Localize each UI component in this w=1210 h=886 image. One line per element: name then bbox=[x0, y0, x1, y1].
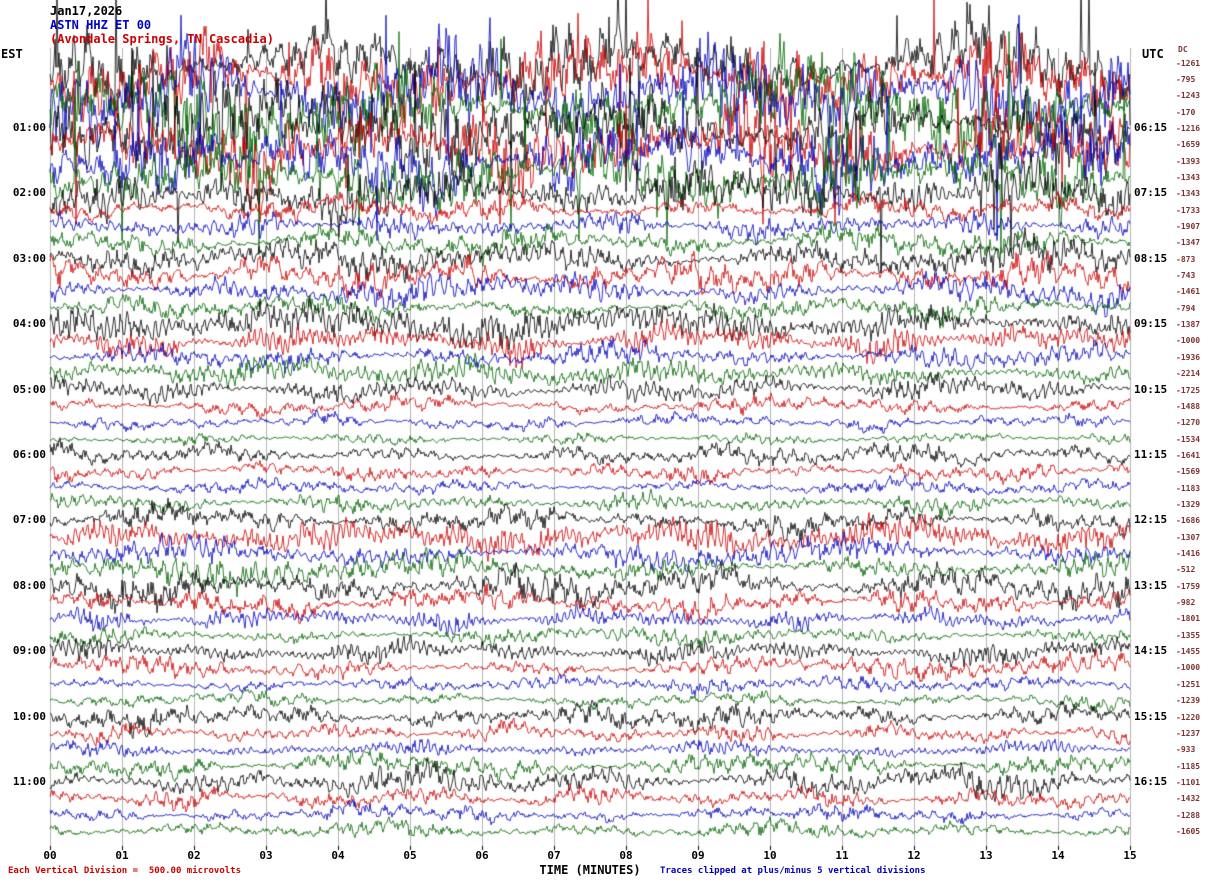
x-tick-label: 01 bbox=[115, 849, 129, 862]
x-tick-label: 02 bbox=[187, 849, 201, 862]
dc-offset-value: -1393 bbox=[1176, 156, 1201, 166]
dc-offset-value: -1733 bbox=[1176, 205, 1201, 215]
dc-offset-value: -1000 bbox=[1176, 663, 1201, 673]
dc-offset-value: -1936 bbox=[1176, 352, 1201, 362]
timezone-right-label: UTC bbox=[1142, 47, 1164, 61]
right-time-label: 16:15 bbox=[1134, 774, 1168, 788]
dc-offset-value: -1759 bbox=[1176, 581, 1201, 591]
x-tick-label: 09 bbox=[691, 849, 705, 862]
right-time-label: 09:15 bbox=[1134, 317, 1168, 331]
dc-offset-value: -795 bbox=[1176, 74, 1196, 84]
right-time-label: 10:15 bbox=[1134, 382, 1168, 396]
x-tick-label: 08 bbox=[619, 849, 633, 862]
left-time-label: 06:00 bbox=[12, 447, 46, 461]
dc-offset-value: -1343 bbox=[1176, 189, 1201, 199]
x-tick-label: 07 bbox=[547, 849, 561, 862]
dc-offset-value: -1220 bbox=[1176, 712, 1201, 722]
dc-offset-value: -2214 bbox=[1176, 369, 1201, 379]
left-time-label: 09:00 bbox=[12, 644, 46, 658]
dc-offset-value: -1216 bbox=[1176, 123, 1201, 133]
left-time-label: 05:00 bbox=[12, 382, 46, 396]
dc-offset-value: -1000 bbox=[1176, 336, 1201, 346]
dc-offset-value: -1343 bbox=[1176, 172, 1201, 182]
right-time-label: 11:15 bbox=[1134, 447, 1168, 461]
left-time-label: 04:00 bbox=[12, 317, 46, 331]
dc-offset-value: -1387 bbox=[1176, 320, 1201, 330]
dc-offset-value: -1185 bbox=[1176, 761, 1201, 771]
scale-note: Each Vertical Division = 500.00 microvol… bbox=[8, 866, 241, 876]
dc-offset-value: -933 bbox=[1176, 745, 1196, 755]
right-time-label: 13:15 bbox=[1134, 578, 1168, 592]
dc-offset-value: -1416 bbox=[1176, 549, 1201, 558]
left-time-label: 08:00 bbox=[12, 578, 46, 592]
x-tick-label: 11 bbox=[835, 849, 849, 862]
dc-offset-value: -1183 bbox=[1176, 483, 1201, 493]
dc-offset-value: -1270 bbox=[1176, 418, 1201, 428]
dc-offset-value: -1288 bbox=[1176, 810, 1201, 820]
location-label: (Avondale Springs, TN Cascadia) bbox=[50, 32, 274, 46]
dc-offset-value: -1432 bbox=[1176, 794, 1201, 804]
dc-offset-value: -873 bbox=[1176, 254, 1196, 264]
dc-offset-value: -1355 bbox=[1176, 630, 1201, 640]
dc-offset-header: DC bbox=[1178, 45, 1188, 54]
x-tick-label: 06 bbox=[475, 849, 489, 862]
dc-offset-value: -1347 bbox=[1176, 238, 1201, 248]
dc-offset-value: -794 bbox=[1176, 303, 1196, 313]
dc-offset-value: -743 bbox=[1176, 271, 1196, 281]
dc-offset-value: -1251 bbox=[1176, 679, 1201, 689]
timezone-left-label: EST bbox=[1, 47, 23, 61]
left-time-label: 03:00 bbox=[12, 251, 46, 265]
left-time-label: 11:00 bbox=[12, 774, 46, 788]
x-tick-label: 13 bbox=[979, 849, 993, 862]
dc-offset-value: -1725 bbox=[1176, 385, 1201, 395]
x-tick-label: 00 bbox=[43, 849, 57, 862]
left-time-label: 10:00 bbox=[12, 709, 46, 723]
right-time-label: 08:15 bbox=[1134, 251, 1168, 265]
dc-offset-value: -1534 bbox=[1176, 434, 1201, 444]
clip-note: Traces clipped at plus/minus 5 vertical … bbox=[660, 866, 926, 876]
dc-offset-value: -1237 bbox=[1176, 728, 1201, 738]
dc-offset-value: -1239 bbox=[1176, 696, 1201, 706]
x-tick-label: 03 bbox=[259, 849, 273, 862]
dc-offset-value: -170 bbox=[1176, 107, 1196, 117]
date-label: Jan17,2026 bbox=[50, 4, 123, 18]
left-time-label: 01:00 bbox=[12, 120, 46, 134]
x-tick-label: 14 bbox=[1051, 849, 1065, 862]
dc-offset-value: -1605 bbox=[1176, 826, 1201, 836]
dc-offset-value: -1801 bbox=[1176, 614, 1201, 624]
x-axis-title: TIME (MINUTES) bbox=[539, 863, 641, 877]
dc-offset-value: -1488 bbox=[1176, 401, 1201, 411]
dc-offset-value: -1455 bbox=[1176, 647, 1201, 657]
dc-offset-value: -982 bbox=[1176, 598, 1196, 608]
x-tick-label: 04 bbox=[331, 849, 345, 862]
dc-offset-value: -1243 bbox=[1176, 91, 1201, 101]
x-tick-label: 10 bbox=[763, 849, 777, 862]
right-time-label: 15:15 bbox=[1134, 709, 1168, 723]
left-time-label: 07:00 bbox=[12, 513, 46, 527]
dc-offset-value: -1329 bbox=[1176, 499, 1201, 509]
dc-offset-value: -1569 bbox=[1176, 467, 1201, 477]
dc-offset-value: -1307 bbox=[1176, 532, 1201, 542]
x-tick-label: 15 bbox=[1123, 849, 1137, 862]
x-tick-label: 05 bbox=[403, 849, 417, 862]
right-time-label: 12:15 bbox=[1134, 513, 1168, 527]
station-label: ASTN HHZ ET 00 bbox=[50, 18, 152, 32]
dc-offset-value: -1261 bbox=[1176, 58, 1201, 68]
dc-offset-value: -1101 bbox=[1176, 777, 1201, 787]
dc-offset-value: -1686 bbox=[1176, 516, 1201, 526]
right-time-label: 06:15 bbox=[1134, 120, 1168, 134]
dc-offset-value: -1461 bbox=[1176, 287, 1201, 297]
dc-offset-value: -512 bbox=[1176, 565, 1196, 575]
dc-offset-value: -1659 bbox=[1176, 140, 1201, 150]
dc-offset-value: -1907 bbox=[1176, 222, 1201, 231]
dc-offset-value: -1641 bbox=[1176, 450, 1201, 460]
right-time-label: 14:15 bbox=[1134, 644, 1168, 658]
x-tick-label: 12 bbox=[907, 849, 921, 862]
right-time-label: 07:15 bbox=[1134, 186, 1168, 200]
left-time-label: 02:00 bbox=[12, 186, 46, 200]
